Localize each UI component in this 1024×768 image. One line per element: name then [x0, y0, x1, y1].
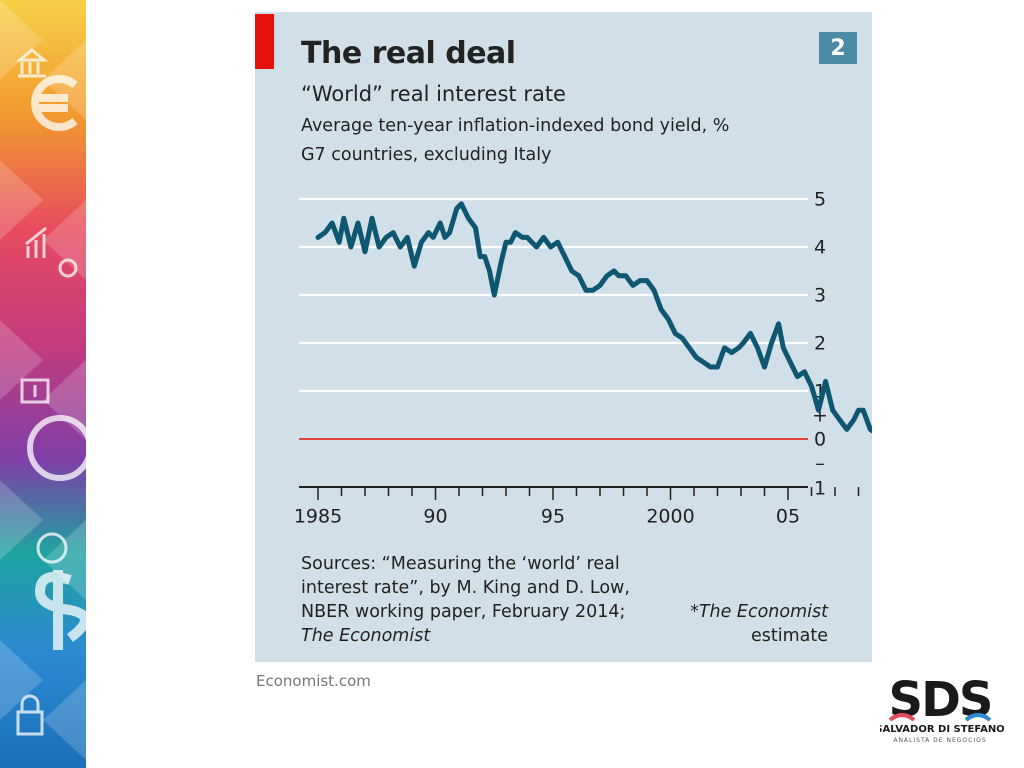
- footnote-line: *The Economist: [690, 602, 828, 622]
- sources-line: interest rate”, by M. King and D. Low,: [301, 578, 630, 598]
- pattern-graphic: [0, 0, 86, 768]
- chart-subtitle: “World” real interest rate: [301, 82, 566, 106]
- x-tick-label: 1985: [294, 506, 342, 528]
- series-line: [315, 201, 872, 434]
- y-tick-label: 0: [814, 429, 826, 451]
- logo-name: SALVADOR DI STEFANO: [880, 724, 1004, 735]
- x-tick-label: 95: [541, 506, 565, 528]
- footnote-line: estimate: [750, 626, 828, 646]
- x-axis: 198590952000051016: [294, 486, 860, 528]
- x-tick-label: 90: [423, 506, 447, 528]
- chart-number-badge: 2: [819, 32, 857, 64]
- y-tick-label: 2: [814, 333, 826, 355]
- estimate-footnote: *The Economist estimate: [690, 600, 828, 648]
- euro-coin-icon: [36, 532, 68, 564]
- y-tick-label: –: [815, 453, 825, 475]
- sources-line: The Economist: [301, 626, 431, 646]
- decorative-left-strip: [0, 0, 86, 768]
- pound-icon: [27, 415, 86, 481]
- sds-logo: SDS SALVADOR DI STEFANO ANALISTA DE NEGO…: [880, 672, 1004, 744]
- chart-panel: The real deal “World” real interest rate…: [255, 12, 872, 662]
- logo-letters: SDS: [889, 672, 992, 728]
- chart-description-2: G7 countries, excluding Italy: [301, 145, 552, 165]
- sources-line: NBER working paper, February 2014;: [301, 602, 626, 622]
- x-tick-label: 2000: [646, 506, 694, 528]
- source-credit: Economist.com: [256, 672, 371, 690]
- y-tick-label: 3: [814, 285, 826, 307]
- dollar-lock-icon: [16, 694, 44, 736]
- coins-icon: [58, 258, 78, 278]
- y-tick-label: 5: [814, 189, 826, 211]
- euro-icon: [31, 75, 78, 131]
- sources-note: Sources: “Measuring the ‘world’ real int…: [301, 552, 630, 648]
- y-tick-label: 4: [814, 237, 826, 259]
- x-tick-label: 05: [776, 506, 800, 528]
- chart-growth-icon: [25, 226, 47, 258]
- sources-line: Sources: “Measuring the ‘world’ real: [301, 554, 620, 574]
- dollar-icon: [34, 570, 86, 650]
- red-accent-tab: [255, 14, 274, 69]
- money-hand-icon: [20, 378, 50, 404]
- logo-swoosh-icon: [964, 713, 992, 722]
- y-tick-label: 1: [814, 478, 826, 500]
- logo-tagline: ANALISTA DE NEGOCIOS: [893, 737, 986, 744]
- chart-title: The real deal: [301, 36, 516, 71]
- chart-description: Average ten-year inflation-indexed bond …: [301, 116, 730, 136]
- bank-icon: [15, 48, 49, 78]
- logo-swoosh-icon: [888, 713, 916, 722]
